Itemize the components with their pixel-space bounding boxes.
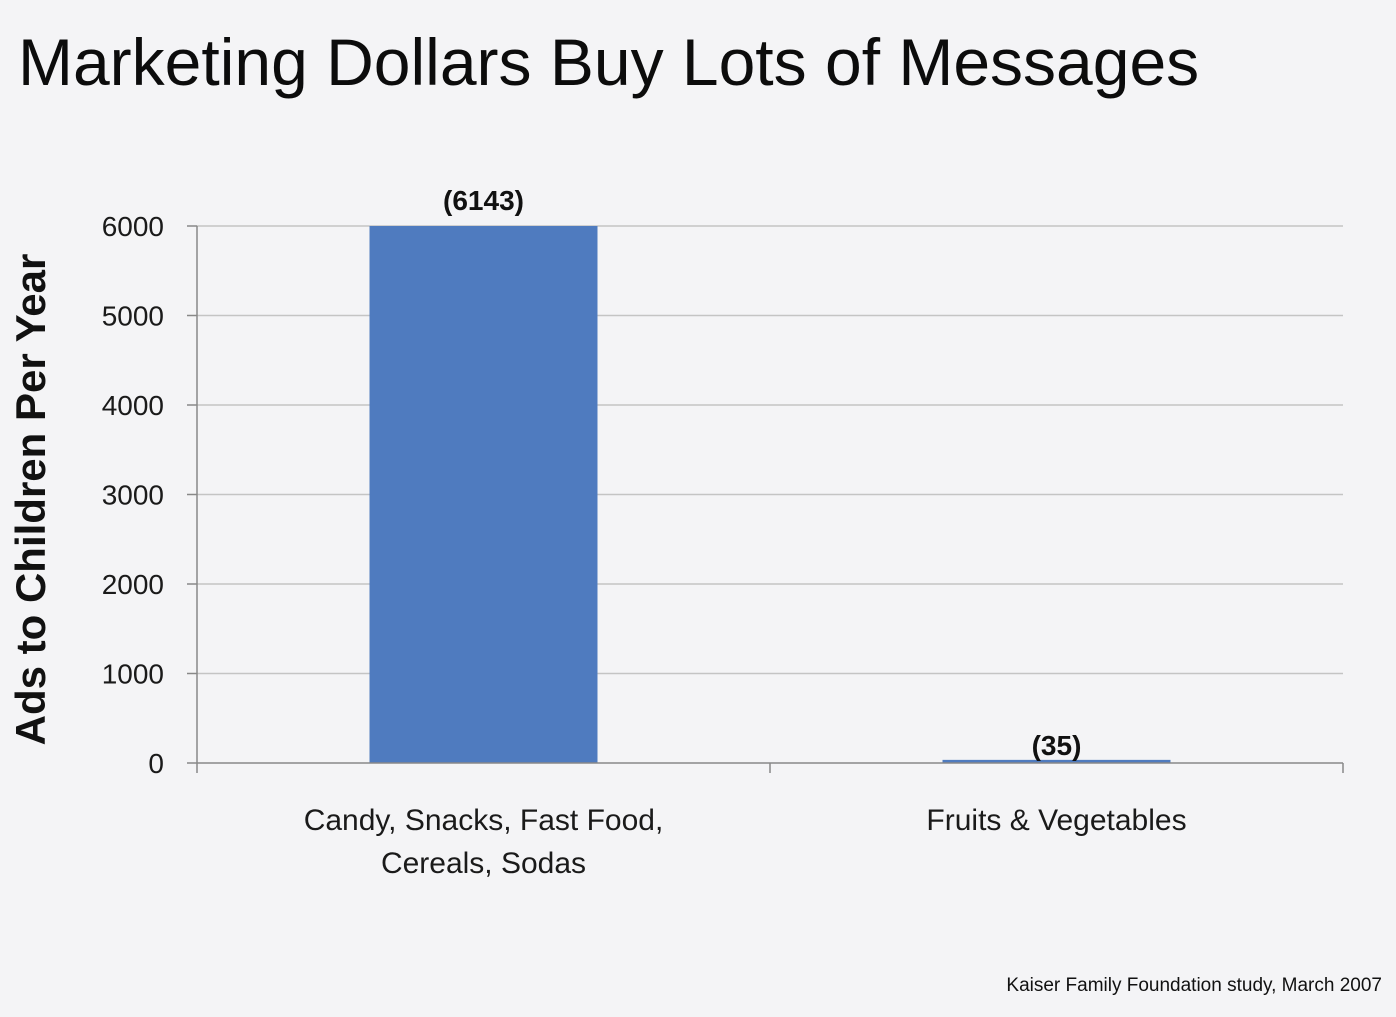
y-tick-label: 4000 — [102, 390, 164, 421]
y-tick-label: 3000 — [102, 480, 164, 511]
source-note: Kaiser Family Foundation study, March 20… — [1006, 975, 1382, 996]
y-tick-label: 0 — [148, 748, 164, 779]
x-category-label: Candy, Snacks, Fast Food, — [304, 804, 664, 837]
y-tick-label: 5000 — [102, 301, 164, 332]
data-label: (6143) — [443, 185, 524, 216]
x-category-label: Cereals, Sodas — [381, 847, 586, 880]
data-label: (35) — [1032, 730, 1082, 761]
y-tick-label: 1000 — [102, 659, 164, 690]
y-tick-label: 2000 — [102, 569, 164, 600]
bar — [942, 759, 1171, 763]
y-axis-title: Ads to Children Per Year — [7, 254, 54, 746]
bar — [369, 226, 598, 763]
x-category-label: Fruits & Vegetables — [926, 804, 1186, 837]
slide-title: Marketing Dollars Buy Lots of Messages — [18, 25, 1200, 99]
y-tick-label: 6000 — [102, 211, 164, 242]
